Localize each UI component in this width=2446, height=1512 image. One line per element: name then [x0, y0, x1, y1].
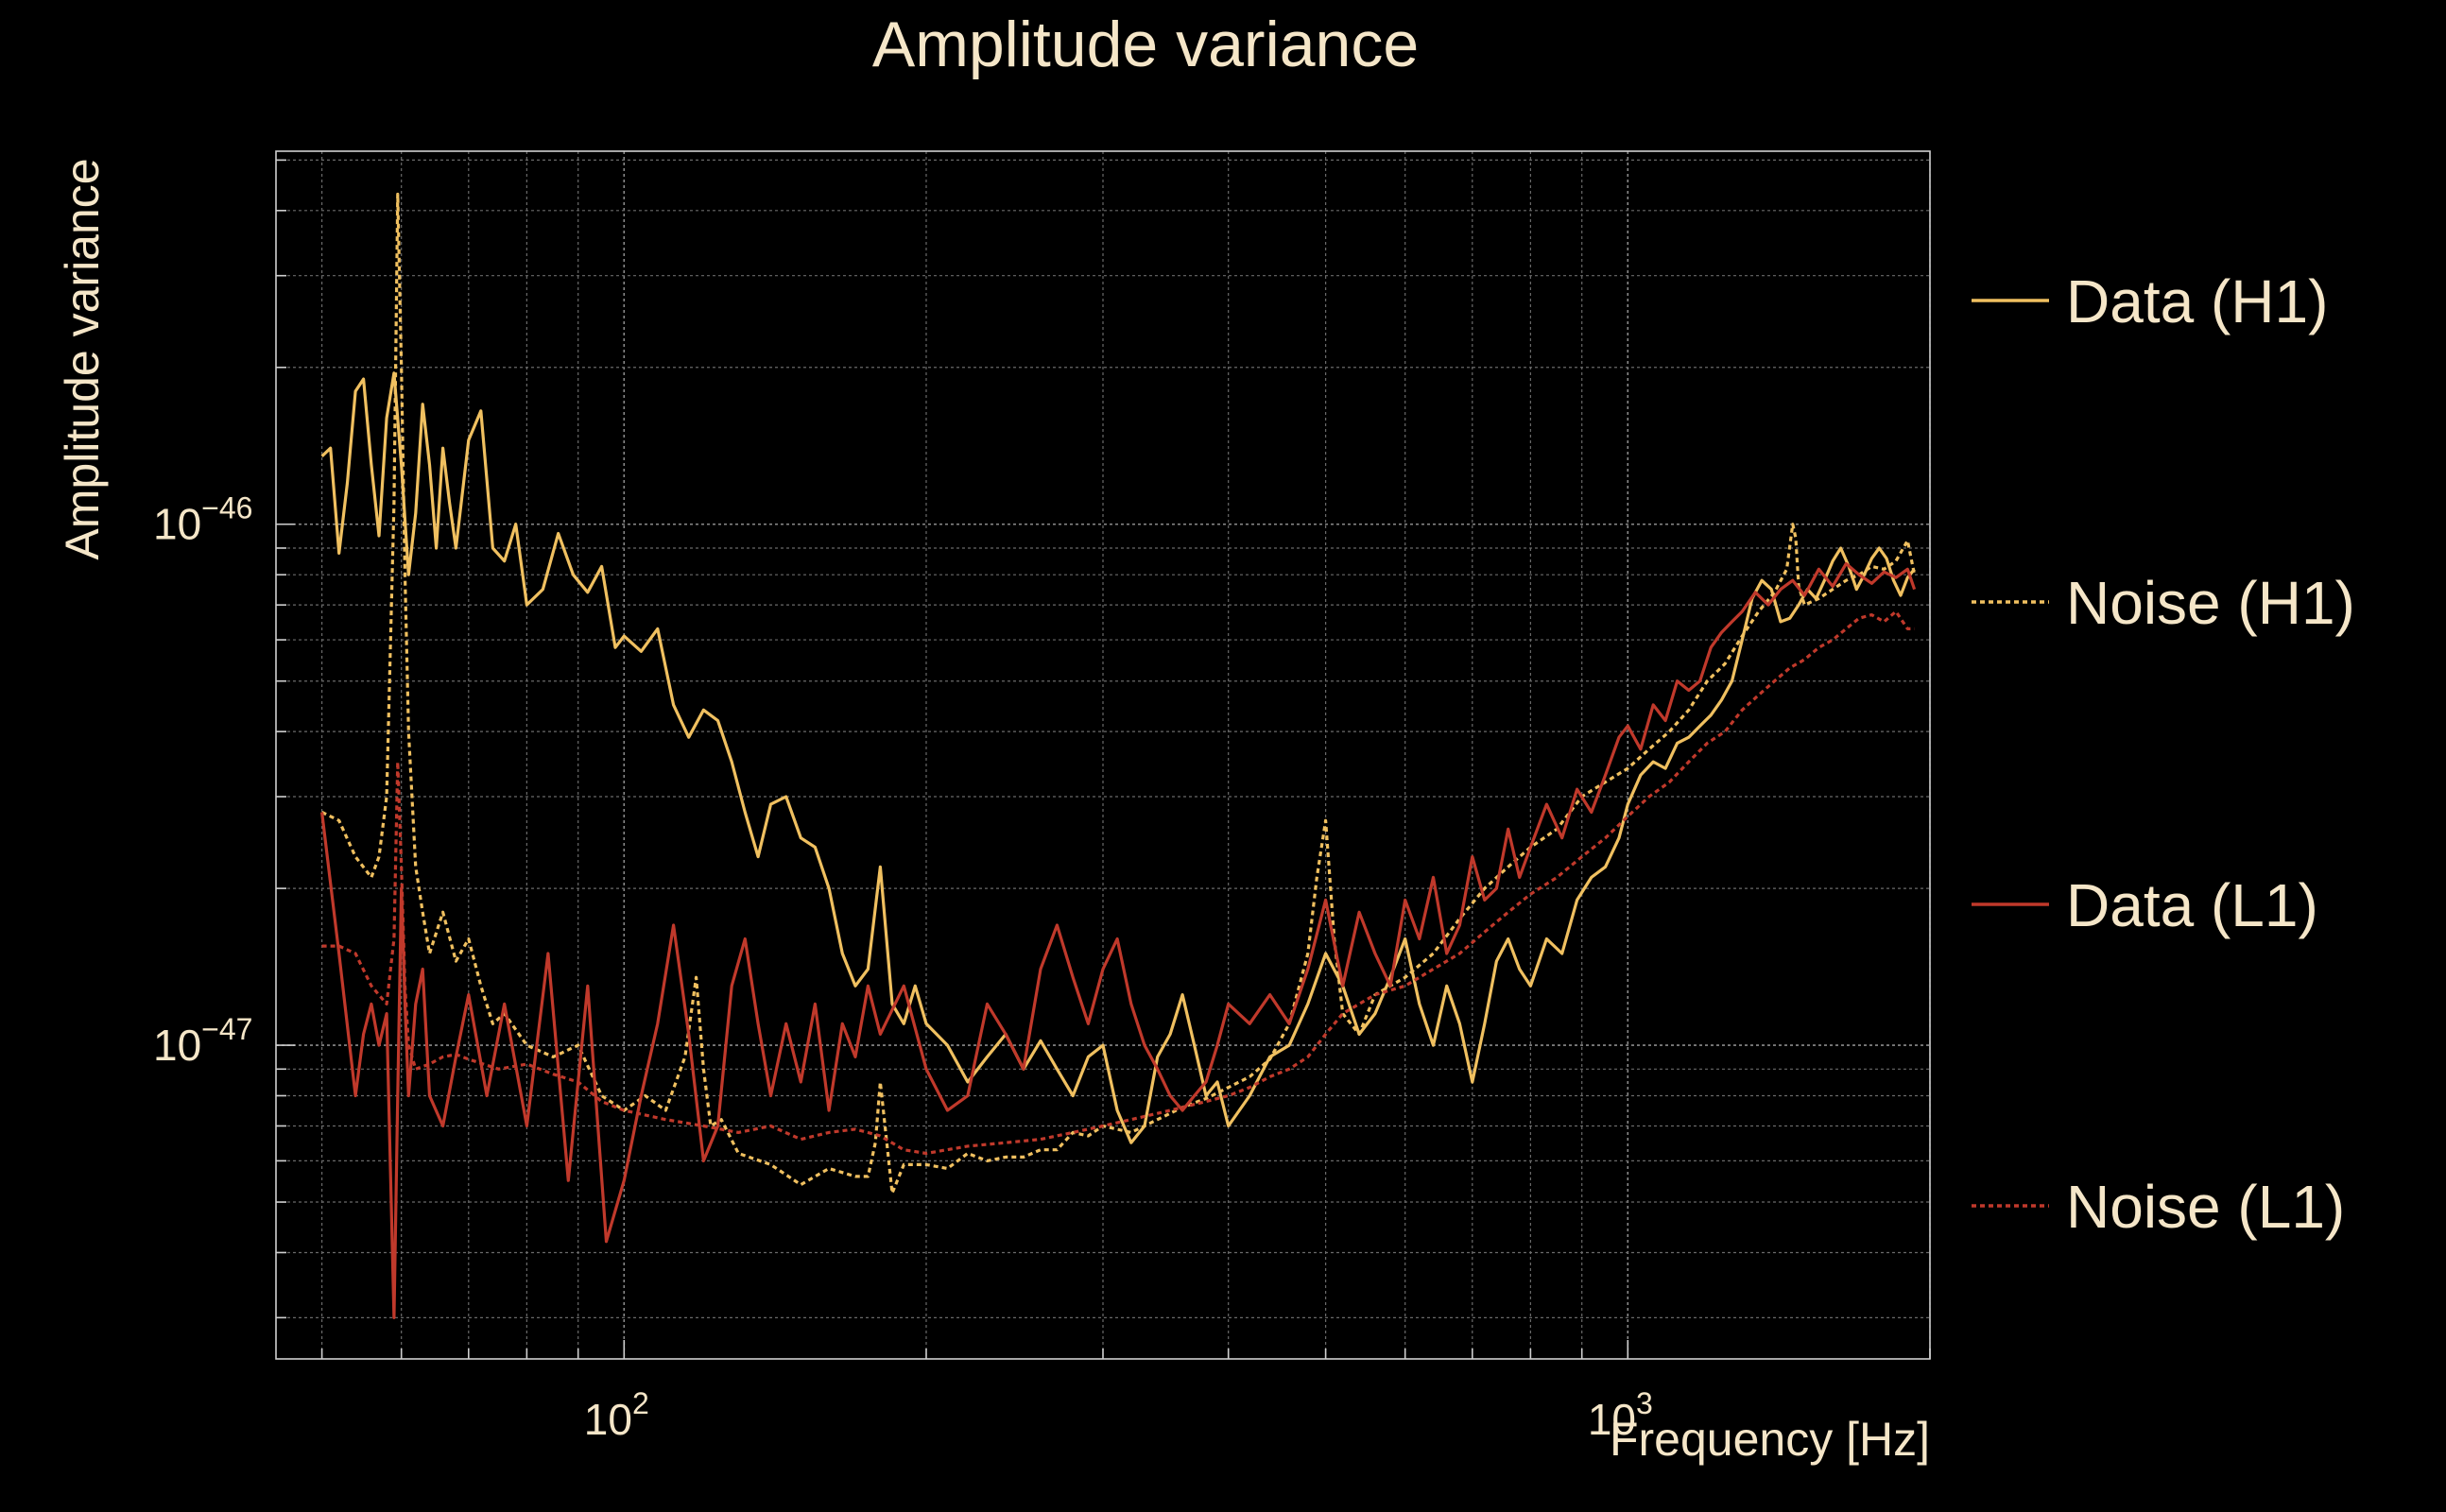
chart-title: Amplitude variance — [872, 9, 1419, 80]
x-tick-label: 103 — [1588, 1386, 1653, 1444]
axis-ticks — [276, 159, 1931, 1359]
series-line-1 — [320, 371, 1916, 1144]
legend-label: Noise (L1) — [2066, 1173, 2345, 1241]
series-line-4 — [321, 610, 1915, 1156]
axis-tick-labels: 102 103 10−47 10−46 — [153, 491, 1653, 1444]
legend-item: Noise (H1) — [1972, 569, 2355, 637]
legend-item: Data (H1) — [1972, 267, 2328, 335]
x-tick-label: 102 — [584, 1386, 649, 1444]
series-line-3 — [320, 561, 1917, 1319]
y-axis-label: Amplitude variance — [56, 158, 109, 559]
series-line-2 — [320, 192, 1917, 1195]
legend-item: Noise (L1) — [1972, 1173, 2345, 1241]
x-axis-label: Frequency [Hz] — [1610, 1413, 1930, 1466]
legend-label: Data (H1) — [2066, 267, 2328, 335]
legend: Data (H1) Noise (H1) Data (L1) Noise (L1) — [1972, 267, 2355, 1241]
series-layer — [320, 192, 1917, 1319]
y-tick-label: 10−47 — [153, 1012, 252, 1070]
legend-label: Data (L1) — [2066, 871, 2318, 939]
legend-label: Noise (H1) — [2066, 569, 2355, 637]
legend-item: Data (L1) — [1972, 871, 2318, 939]
y-tick-label: 10−46 — [153, 491, 252, 549]
plot-grid — [276, 151, 1931, 1359]
